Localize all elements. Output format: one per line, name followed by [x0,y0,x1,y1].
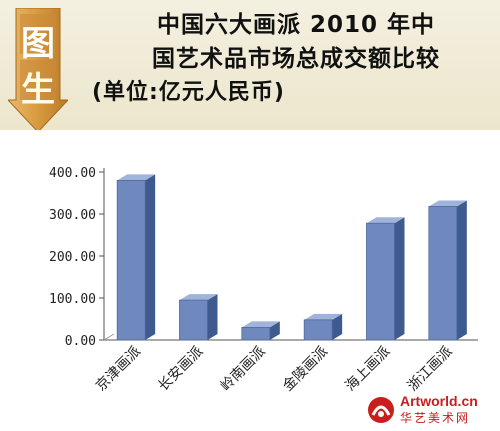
bar [116,174,156,341]
header-banner: 图 生 中国六大画派 2010 年中 国艺术品市场总成交额比较 (单位:亿元人民… [0,0,500,132]
bar-front [179,299,208,341]
bar-chart: 0.00 100.00 200.00 300.00 400.00 京津画派 长安画派 岭南画派… [49,166,478,395]
bar-top [304,313,343,320]
bar-top [117,174,156,181]
badge-char-1: 图 [21,24,55,64]
bar [241,321,280,341]
category-label: 京津画派 [93,344,144,395]
chart-title: 中国六大画派 2010 年中 国艺术品市场总成交额比较 (单位:亿元人民币) [92,8,496,110]
category-label: 岭南画派 [218,344,269,395]
bar-top [179,294,218,301]
category-label: 浙江画派 [405,344,456,395]
category-label: 海上画派 [342,344,393,395]
bar-side [456,200,467,340]
bar-top [241,321,280,328]
bar [303,313,343,341]
badge-char-2: 生 [21,70,55,110]
chart-bars [116,174,467,341]
title-line-3-unit: (单位:亿元人民币) [92,80,285,105]
bar-front [428,206,458,341]
banner-divider [0,130,500,132]
down-arrow-icon [8,8,68,132]
chart-axes [99,168,478,341]
bar-side [394,217,405,340]
bar [179,294,218,341]
category-label: 长安画派 [155,344,206,395]
bar-side [332,313,343,340]
bar-top [366,217,405,224]
title-line-1: 中国六大画派 2010 年中 [156,12,436,38]
y-tick-label: 400.00 [49,166,96,181]
bar-front [116,180,146,341]
category-label: 金陵画派 [280,344,331,395]
y-tick-label: 100.00 [49,292,96,307]
y-tick-label: 200.00 [49,250,96,265]
watermark: Artworld.cn 华艺美术网 [366,393,494,427]
bar-front [241,326,271,341]
bar-front [366,222,395,341]
artworld-logo-icon [368,397,394,423]
bar-side [207,294,218,340]
badge: 图 生 [8,8,68,132]
bar-front [303,319,333,341]
bar-side [145,174,156,340]
bar [428,200,467,341]
watermark-site: Artworld.cn [400,393,478,409]
y-tick-label: 300.00 [49,208,96,223]
y-tick-label: 0.00 [65,334,96,349]
bar-top [428,200,467,207]
watermark-name: 华艺美术网 [400,411,471,425]
bar-side [269,321,280,340]
title-line-2: 国艺术品市场总成交额比较 [152,46,440,72]
bar [366,217,405,341]
floor-edge [103,333,115,341]
